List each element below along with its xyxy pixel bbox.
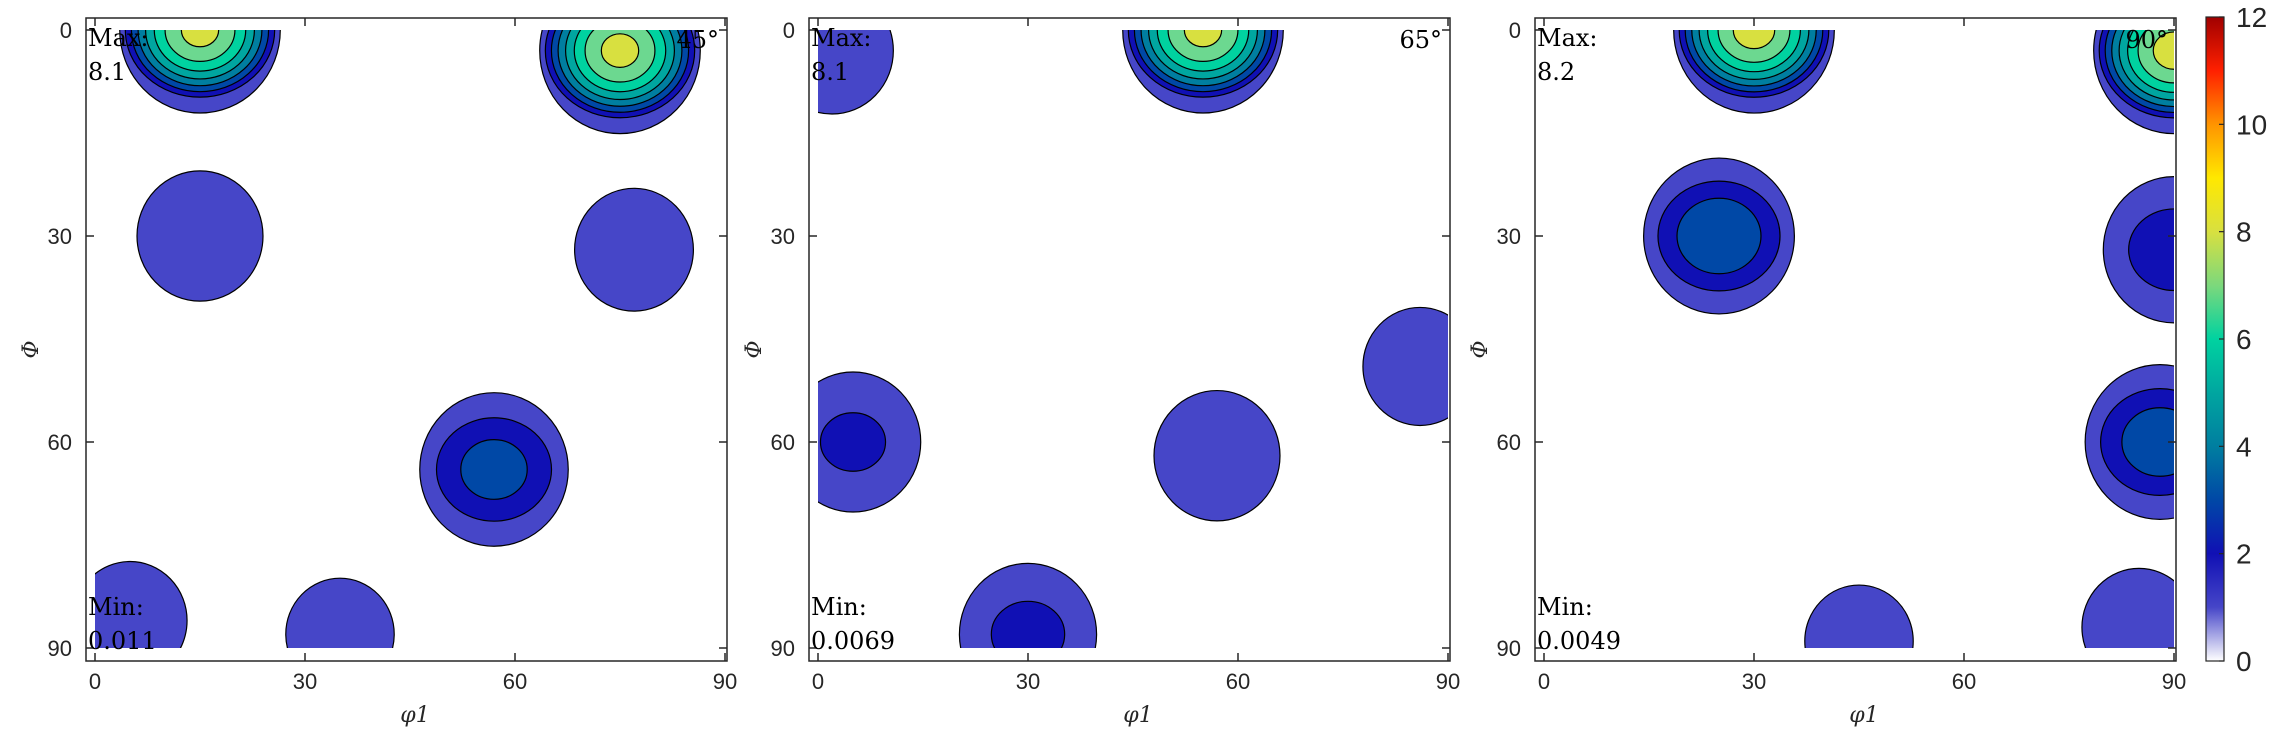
min-value: 0.0049: [1537, 627, 1621, 655]
contour-region: [574, 187, 694, 312]
contour-region: [1183, 30, 1223, 48]
y-tick-label: 60: [1497, 430, 1521, 455]
max-label: Max:: [88, 24, 149, 52]
y-tick-label: 0: [60, 18, 72, 43]
y-axis-label: Φ: [19, 340, 44, 358]
y-tick-label: 0: [1509, 18, 1521, 43]
contour-region: [1804, 584, 1914, 648]
colorbar: 0 2 4 6 8 10 12: [2205, 2, 2267, 677]
y-tick-label: 30: [1497, 224, 1521, 249]
contour-region: [1362, 306, 1448, 427]
x-tick-label: 60: [1952, 669, 1976, 694]
y-axis-label: Φ: [1468, 340, 1493, 358]
y-tick-label: 30: [48, 224, 72, 249]
min-label: Min:: [88, 593, 144, 621]
axes-frame: [1534, 17, 2177, 662]
contour-region: [460, 439, 528, 500]
y-tick-label: 0: [783, 18, 795, 43]
y-tick-label: 90: [771, 636, 795, 661]
axes-frame: [808, 17, 1451, 662]
max-value: 8.1: [88, 58, 126, 86]
contour-region: [95, 560, 188, 648]
contour-region: [600, 33, 640, 68]
x-tick-label: 30: [1016, 669, 1040, 694]
x-tick-label: 90: [2162, 669, 2186, 694]
x-axis-label: φ1: [1123, 703, 1152, 728]
y-axis-label: Φ: [742, 340, 767, 358]
min-value: 0.011: [88, 627, 157, 655]
contour-region: [819, 412, 887, 472]
x-tick-label: 0: [1538, 669, 1550, 694]
odf-panel-90: 0 30 60 90 0 30 60 90 φ1 Φ Max: 8.2 Min: 0.0049 90°: [1468, 17, 2186, 728]
contour-region: [990, 600, 1066, 648]
odf-panel-45: 0 30 60 90 0 30 60 90 φ1 Φ Max: 8.1 Min: 0.011 45°: [19, 17, 737, 728]
y-tick-label: 90: [48, 636, 72, 661]
contour-region: [1732, 30, 1776, 50]
contour-region: [1153, 389, 1281, 522]
colorbar-tick-label: 2: [2236, 539, 2252, 570]
min-label: Min:: [1537, 593, 1593, 621]
colorbar-tick-label: 6: [2236, 324, 2252, 355]
section-label: 90°: [2125, 26, 2168, 54]
colorbar-tick-label: 0: [2236, 646, 2252, 677]
colorbar-tick-label: 4: [2236, 431, 2252, 462]
x-tick-label: 60: [503, 669, 527, 694]
y-tick-label: 30: [771, 224, 795, 249]
colorbar-tick-label: 10: [2236, 109, 2267, 140]
odf-panel-65: 0 30 60 90 0 30 60 90 φ1 Φ Max: 8.1 Min: 0.0069 65°: [742, 17, 1460, 728]
max-label: Max:: [811, 24, 872, 52]
y-tick-label: 60: [771, 430, 795, 455]
contour-region: [2152, 31, 2174, 70]
min-label: Min:: [811, 593, 867, 621]
x-tick-label: 30: [1742, 669, 1766, 694]
contour-region: [136, 170, 264, 302]
contour-region: [2081, 567, 2174, 648]
x-tick-label: 0: [812, 669, 824, 694]
contour-region: [2128, 208, 2174, 292]
x-tick-label: 0: [89, 669, 101, 694]
x-tick-label: 90: [1436, 669, 1460, 694]
x-tick-label: 30: [293, 669, 317, 694]
colorbar-tick-label: 12: [2236, 2, 2267, 33]
colorbar-tick-label: 8: [2236, 217, 2252, 248]
y-tick-label: 60: [48, 430, 72, 455]
x-tick-label: 90: [713, 669, 737, 694]
x-axis-label: φ1: [1849, 703, 1878, 728]
max-value: 8.1: [811, 58, 849, 86]
contour-region: [818, 30, 894, 115]
x-tick-label: 60: [1226, 669, 1250, 694]
max-label: Max:: [1537, 24, 1598, 52]
x-axis-label: φ1: [400, 703, 429, 728]
section-label: 65°: [1399, 26, 1442, 54]
contour-region: [1676, 197, 1762, 275]
max-value: 8.2: [1537, 58, 1575, 86]
contour-region: [2121, 407, 2174, 477]
contour-region: [285, 577, 395, 648]
min-value: 0.0069: [811, 627, 895, 655]
contour-region: [180, 30, 220, 48]
y-tick-label: 90: [1497, 636, 1521, 661]
section-label: 45°: [676, 26, 719, 54]
